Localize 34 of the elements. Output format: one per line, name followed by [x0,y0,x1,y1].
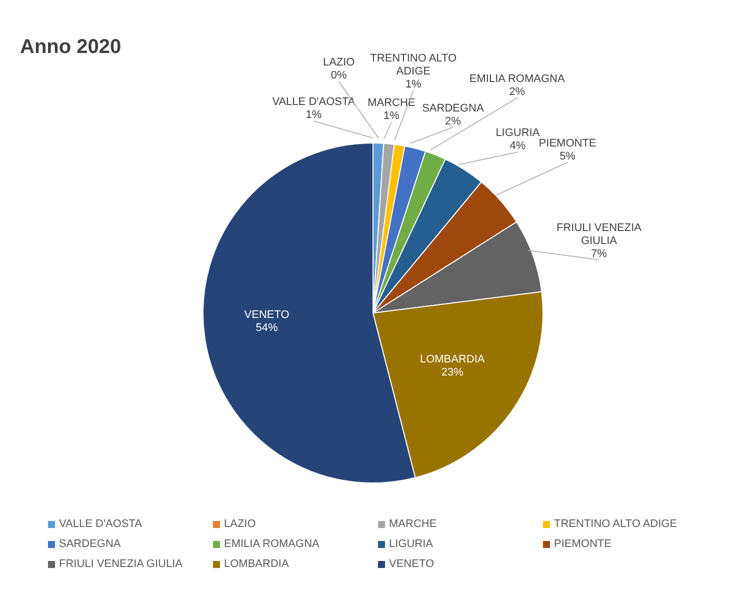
legend-label: VENETO [389,558,434,570]
data-label: 1% [405,78,422,90]
legend-label: LIGURIA [389,538,434,550]
slice-label: TRENTINO ALTO ADIGE [370,52,457,78]
data-label: 23% [441,366,464,378]
slice-label: EMILIA ROMAGNA [469,72,566,85]
data-label: 2% [445,115,462,128]
data-label: 1% [384,110,400,122]
data-label: 54% [256,322,278,334]
legend-label: PIEMONTE [554,538,612,550]
text: 0% [330,69,347,82]
data-label: 5% [560,150,576,162]
chart-title: Anno 2020 [20,36,122,59]
legend-label: TRENTINO ALTO ADIGE [554,518,678,530]
slice-label: MARCHE [368,96,416,109]
slice-label: FRIULI VENEZIA GIULIA [556,222,642,247]
data-label: 7% [591,248,608,260]
data-label: 2% [509,86,526,98]
slice-label: SARDEGNA [422,102,484,114]
slice-label: VALLE D'AOSTA [272,96,356,108]
legend-label: VALLE D'AOSTA [59,518,142,530]
legend-label: LOMBARDIA [224,558,289,570]
slice-label: PIEMONTE [538,137,596,150]
data-label: 1% [306,109,322,122]
data-label: 4% [510,140,526,152]
slice-label: LIGURIA [496,127,540,140]
legend-label: LAZIO [224,518,256,530]
legend-label: SARDEGNA [59,538,121,550]
slice-label: LOMBARDIA [420,353,486,366]
legend-label: FRIULI VENEZIA GIULIA [59,558,182,570]
category-label: LAZIO [322,56,355,68]
legend-label: MARCHE [389,518,437,530]
legend-label: EMILIA ROMAGNA [224,538,320,550]
slice-label: VENETO [244,308,290,321]
